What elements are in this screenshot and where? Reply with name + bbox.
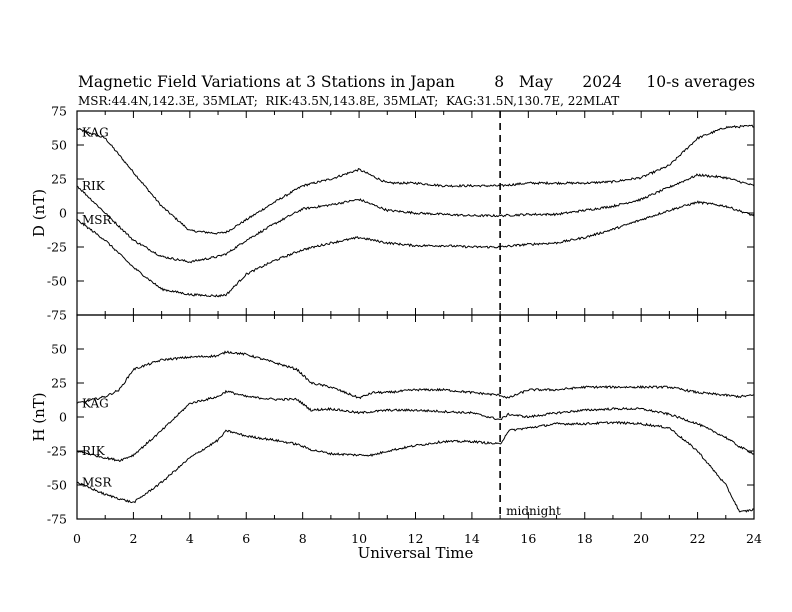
x-tick-label: 6 (242, 531, 250, 546)
panel-top: 75 50 25 0 -25 -50 -75 D (nT) KAG RIK MSR (30, 104, 755, 323)
y-tick-label: 25 (51, 376, 67, 391)
x-tick-label: 8 (299, 531, 307, 546)
y-tick-label: -25 (47, 444, 67, 459)
x-axis-label: Universal Time (358, 544, 474, 562)
x-tick-label: 24 (746, 531, 762, 546)
y-tick-label: -50 (47, 478, 67, 493)
series-label-msr: MSR (82, 213, 113, 227)
y-tick-label: 50 (51, 342, 67, 357)
series-line-msr (76, 420, 755, 513)
x-tick-label: 22 (690, 531, 706, 546)
x-tick-label: 0 (73, 531, 81, 546)
x-tick-label: 10 (351, 531, 367, 546)
y-tick-label: -75 (47, 512, 67, 527)
series-label-kag: KAG (82, 396, 109, 410)
series-label-msr: MSR (82, 475, 113, 489)
series-line-rik (76, 173, 755, 264)
chart-subtitle: MSR:44.4N,142.3E, 35MLAT; RIK:43.5N,143.… (78, 94, 620, 108)
x-tick-label: 18 (577, 531, 593, 546)
series-line-msr (76, 200, 755, 298)
y-tick-label: 25 (51, 172, 67, 187)
series-label-rik: RIK (82, 179, 106, 193)
x-tick-label: 4 (186, 531, 194, 546)
y-tick-label: 0 (59, 206, 67, 221)
x-tick-label: 16 (520, 531, 536, 546)
y-tick-label: 50 (51, 138, 67, 153)
x-tick-label: 20 (633, 531, 649, 546)
series-line-rik (76, 389, 755, 463)
panel-frame (76, 314, 755, 520)
y-tick-label: -75 (47, 308, 67, 323)
y-tick-label: 75 (51, 104, 67, 119)
series-label-rik: RIK (82, 444, 106, 458)
x-tick-label: 12 (408, 531, 424, 546)
series-line-kag (76, 124, 755, 235)
y-tick-label: -50 (47, 274, 67, 289)
y-axis-label: D (nT) (30, 189, 48, 237)
y-tick-label: 0 (59, 410, 67, 425)
series-label-kag: KAG (82, 126, 109, 140)
y-tick-label: -25 (47, 240, 67, 255)
series-line-kag (76, 350, 755, 404)
x-tick-label: 2 (129, 531, 137, 546)
midnight-marker-label: midnight (506, 504, 561, 518)
chart-title: Magnetic Field Variations at 3 Stations … (78, 73, 756, 91)
x-tick-label: 14 (464, 531, 480, 546)
y-axis-label: H (nT) (30, 392, 48, 441)
